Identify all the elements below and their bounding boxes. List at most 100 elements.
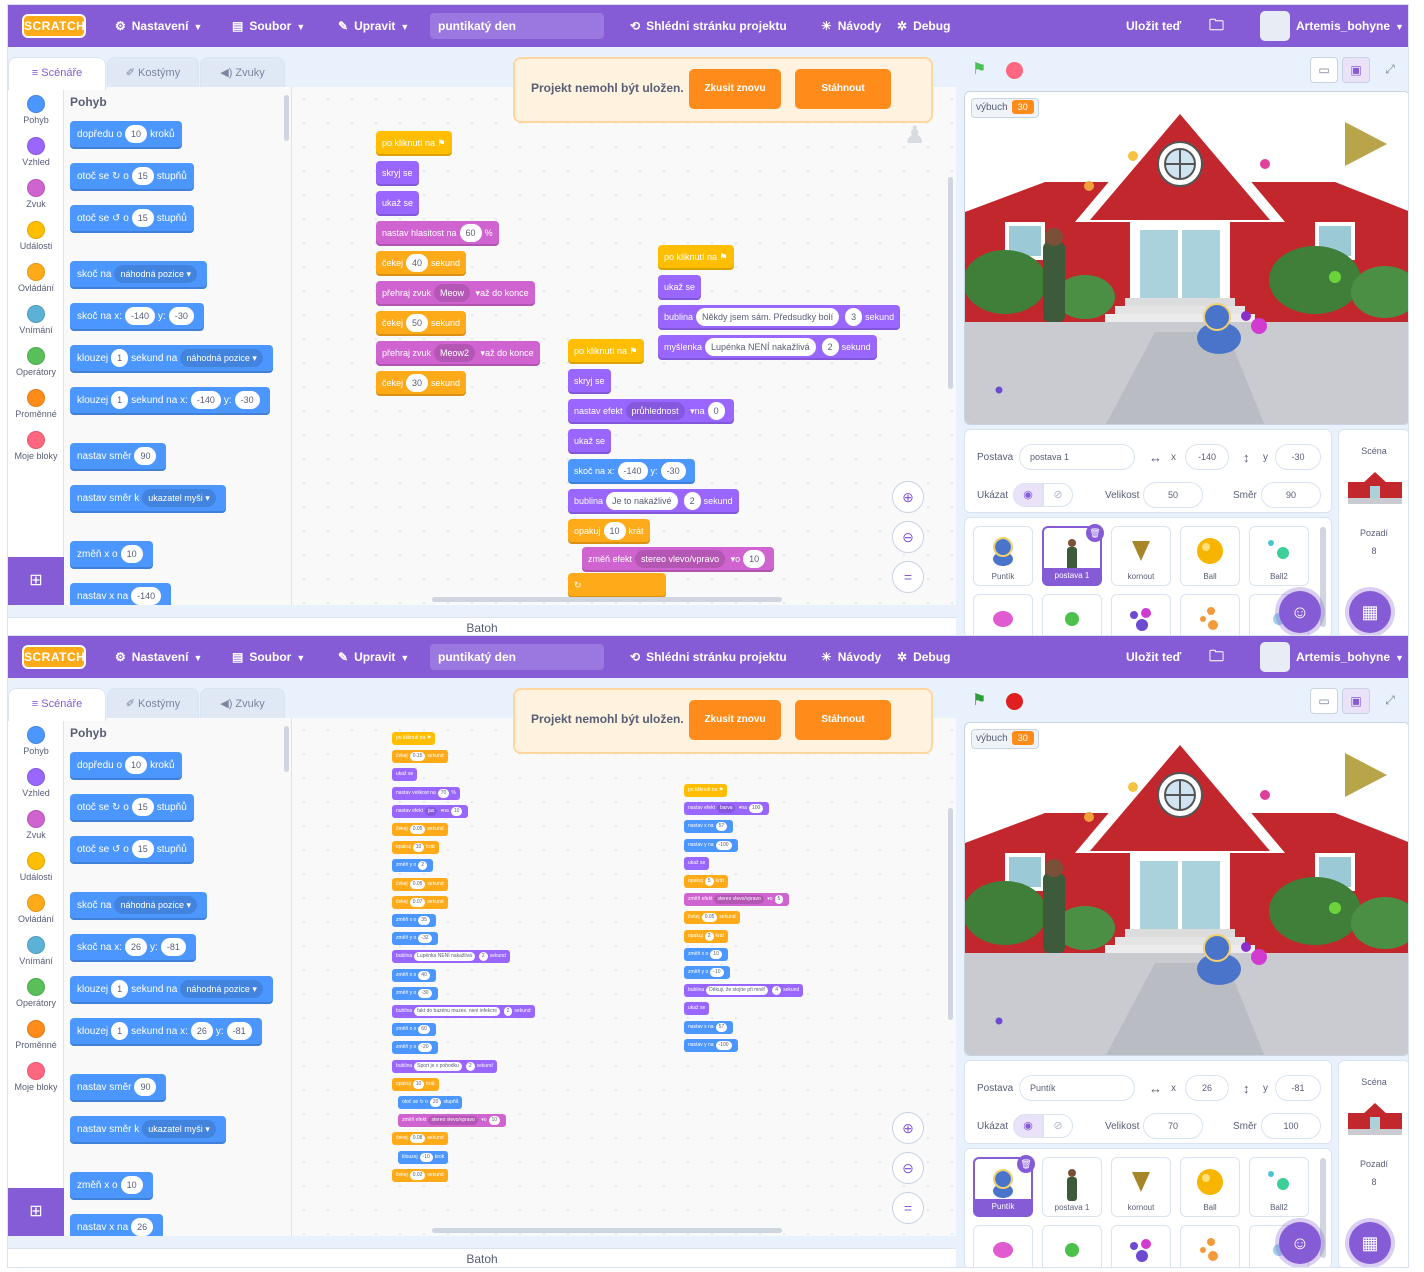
tutorials-button[interactable]: ☀ Návody xyxy=(821,5,881,47)
block-input[interactable]: 15 xyxy=(131,840,154,858)
block-input[interactable]: 57 xyxy=(715,1022,728,1032)
palette-block-glide[interactable]: klouzej 1 sekund na náhodná pozice ▾ xyxy=(70,345,273,373)
category-7[interactable]: Operátory xyxy=(8,978,64,1008)
script-block-set-effect[interactable]: nastav efekt jas ▾na 10 xyxy=(392,804,469,818)
sprite-tile[interactable]: Ball4 xyxy=(1042,594,1102,636)
size-input[interactable]: 50 xyxy=(1143,482,1203,508)
script-block-show[interactable]: ukaž se xyxy=(684,856,710,870)
block-input[interactable]: 35 xyxy=(418,916,430,925)
variable-monitor[interactable]: výbuch 30 xyxy=(971,729,1039,749)
y-position-input[interactable]: -30 xyxy=(1275,444,1321,470)
see-project-page-button[interactable]: ⟲ Shlédni stránku projektu xyxy=(630,5,787,47)
category-2[interactable]: Vzhled xyxy=(8,137,64,167)
block-input[interactable]: 10 xyxy=(743,550,766,568)
backpack-bar[interactable]: Batoh xyxy=(8,617,956,636)
script-block-change-effect[interactable]: změň efekt stereo vlevo/vpravo ▾o 5 xyxy=(684,893,790,907)
category-8[interactable]: Proměnné xyxy=(8,1020,64,1050)
see-project-page-button[interactable]: ⟲ Shlédni stránku projektu xyxy=(630,636,787,678)
script-block-wait[interactable]: čekej 0.05 sekund xyxy=(684,911,740,925)
block-input[interactable]: 10 xyxy=(125,756,148,774)
settings-menu[interactable]: ⚙ Nastavení ▼ xyxy=(115,5,202,47)
block-input[interactable]: 40 xyxy=(418,970,430,980)
script-block-say[interactable]: bublina Někdy jsem sám. Předsudky bolí 3 se… xyxy=(658,305,901,330)
block-input[interactable]: 10 xyxy=(120,545,143,563)
direction-input[interactable]: 100 xyxy=(1261,1113,1321,1139)
block-dropdown[interactable]: náhodná pozice ▾ xyxy=(180,349,263,367)
script-block-wait[interactable]: čekej 0.08 sekund xyxy=(392,1132,448,1146)
category-5[interactable]: Ovládání xyxy=(8,263,64,293)
my-stuff-folder-icon[interactable]: 🗀 xyxy=(1209,17,1225,34)
script-block-wait[interactable]: čekej 30 sekund xyxy=(376,371,467,396)
block-input[interactable]: 10 xyxy=(488,1116,501,1126)
category-2[interactable]: Vzhled xyxy=(8,768,64,798)
debug-button[interactable]: ✲ Debug xyxy=(897,636,950,678)
script-block-change-effect[interactable]: změň efekt stereo vlevo/vpravo ▾o 10 xyxy=(582,547,775,572)
category-3[interactable]: Zvuk xyxy=(8,179,64,209)
script-block-move[interactable]: klouzej -10 krok xyxy=(398,1150,449,1164)
retry-save-button[interactable]: Zkusit znovu xyxy=(689,700,781,740)
script-block-wait[interactable]: čekej 50 sekund xyxy=(376,311,467,336)
add-sprite-button[interactable]: ☺ xyxy=(1279,1222,1321,1264)
delete-sprite-trash-icon[interactable]: 🗑 xyxy=(1017,1155,1035,1173)
block-input[interactable]: -20 xyxy=(418,1043,432,1053)
fullscreen-button[interactable]: ⤢ xyxy=(1376,57,1404,83)
block-input[interactable]: Děkuji, že stojíte při mně! xyxy=(706,986,769,996)
block-input[interactable]: 100 xyxy=(748,804,764,814)
block-input[interactable]: 0.05 xyxy=(701,913,718,923)
script-block-wait[interactable]: čekej 0.02 sekund xyxy=(392,1168,448,1182)
x-position-input[interactable]: 26 xyxy=(1185,1075,1229,1101)
scratch-logo[interactable]: SCRATCH xyxy=(22,14,86,38)
block-input-x[interactable]: -140 xyxy=(125,307,156,325)
edit-menu[interactable]: ✎ Upravit ▼ xyxy=(338,5,409,47)
block-input[interactable]: 2 xyxy=(821,338,839,356)
block-input[interactable]: -32 xyxy=(418,934,432,944)
script-block-repeat[interactable]: opakuj 10 krát xyxy=(568,519,650,544)
category-4[interactable]: Události xyxy=(8,221,64,251)
zoom-in-button[interactable]: ⊕ xyxy=(892,1112,924,1144)
file-menu[interactable]: ▤ Soubor ▼ xyxy=(232,636,305,678)
palette-block-glide-xy[interactable]: klouzej 1 sekund na x: 26 y: -81 xyxy=(70,1018,262,1046)
script-block-set-x[interactable]: nastav x na 57 xyxy=(684,820,734,834)
edit-menu[interactable]: ✎ Upravit ▼ xyxy=(338,636,409,678)
small-stage-button[interactable]: ▭ xyxy=(1310,688,1338,714)
block-input[interactable]: Lupénka NENÍ nakažlivá xyxy=(705,338,816,356)
script-workspace[interactable]: po kliknutí na ⚑ čekej 0.15 sekund ukaž se na… xyxy=(292,718,956,1236)
block-input[interactable]: 1 xyxy=(111,1022,129,1040)
block-dropdown[interactable]: stereo vlevo/vpravo xyxy=(714,895,764,905)
script-block-change-y[interactable]: změň y o -32 xyxy=(392,932,438,946)
project-title-input[interactable]: puntikatý den xyxy=(430,13,604,39)
block-input[interactable]: -10 xyxy=(710,968,724,977)
category-1[interactable]: Pohyb xyxy=(8,95,64,125)
direction-input[interactable]: 90 xyxy=(1261,482,1321,508)
block-input-x[interactable]: 26 xyxy=(125,938,148,956)
script-block-change-x[interactable]: změň x o 10 xyxy=(684,947,728,961)
account-menu[interactable]: Artemis_bohyne ▼ xyxy=(1296,636,1404,678)
download-button[interactable]: Stáhnout xyxy=(795,700,891,740)
block-input[interactable]: Někdy jsem sám. Předsudky bolí xyxy=(696,308,840,326)
block-input[interactable]: 10 xyxy=(412,1079,425,1089)
script-block-say[interactable]: bublina Sport je v pohodku 2 sekund xyxy=(392,1059,497,1073)
script-block-when-flag[interactable]: po kliknutí na ⚑ xyxy=(392,732,436,745)
block-input[interactable]: 15 xyxy=(131,798,154,816)
block-input[interactable]: 30 xyxy=(406,374,429,392)
block-input[interactable]: 1 xyxy=(111,349,129,367)
category-5[interactable]: Ovládání xyxy=(8,894,64,924)
file-menu[interactable]: ▤ Soubor ▼ xyxy=(232,5,305,47)
normal-stage-button[interactable]: ▣ xyxy=(1342,57,1370,83)
script-block-show[interactable]: ukaž se xyxy=(658,275,702,300)
script-workspace[interactable]: po kliknutí na ⚑ skryj se ukaž se nastav hl… xyxy=(292,87,956,605)
sprite-tile[interactable]: Ball5 xyxy=(1111,594,1171,636)
save-now-button[interactable]: Uložit teď xyxy=(1126,19,1182,33)
palette-block-point-towards[interactable]: nastav směr k ukazatel myši ▾ xyxy=(70,1116,226,1144)
script-block-set-size[interactable]: nastav velikost na 70% xyxy=(392,786,460,800)
block-input[interactable]: 15 xyxy=(131,167,154,185)
palette-block-move[interactable]: dopředu o 10 kroků xyxy=(70,752,182,780)
avatar[interactable] xyxy=(1260,642,1290,672)
sprite-tile[interactable]: kornout xyxy=(1111,526,1171,586)
palette-block-goto-xy[interactable]: skoč na x: -140 y: -30 xyxy=(70,303,204,331)
block-input[interactable]: 60 xyxy=(418,1025,430,1035)
category-7[interactable]: Operátory xyxy=(8,347,64,377)
avatar[interactable] xyxy=(1260,11,1290,41)
script-block-repeat[interactable]: opakuj 5 krát xyxy=(684,875,728,888)
